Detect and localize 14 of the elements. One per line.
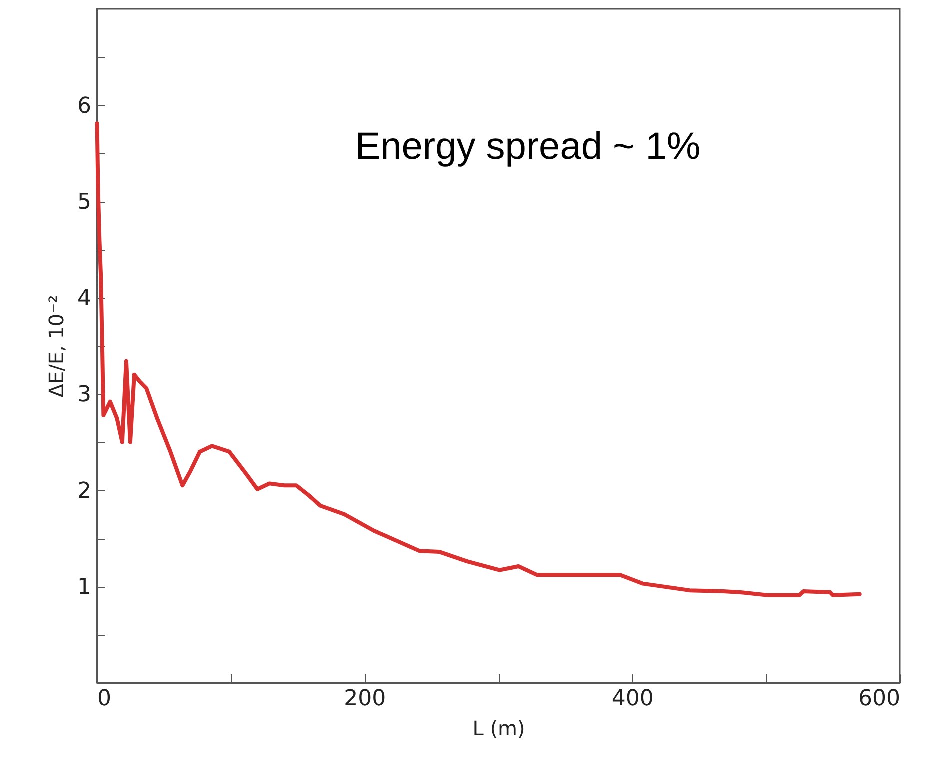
line-series bbox=[95, 122, 862, 598]
x-tick-label: 400 bbox=[612, 686, 654, 712]
x-axis-title: L (m) bbox=[472, 716, 526, 740]
x-tick-label: 600 bbox=[858, 686, 900, 712]
annotation: Energy spread ~ 1% bbox=[355, 126, 701, 168]
y-axis-title: ΔE/E, 10⁻² bbox=[44, 295, 69, 398]
y-tick-label: 4 bbox=[78, 286, 92, 312]
y-tick-label: 6 bbox=[78, 94, 92, 119]
x-tick-label: 200 bbox=[344, 686, 386, 712]
y-tick-label: 5 bbox=[78, 190, 92, 216]
x-tick-label: 0 bbox=[98, 686, 112, 712]
y-tick-label: 2 bbox=[78, 478, 92, 504]
y-tick-label: 1 bbox=[78, 575, 92, 600]
y-tick-label: 3 bbox=[78, 382, 92, 408]
